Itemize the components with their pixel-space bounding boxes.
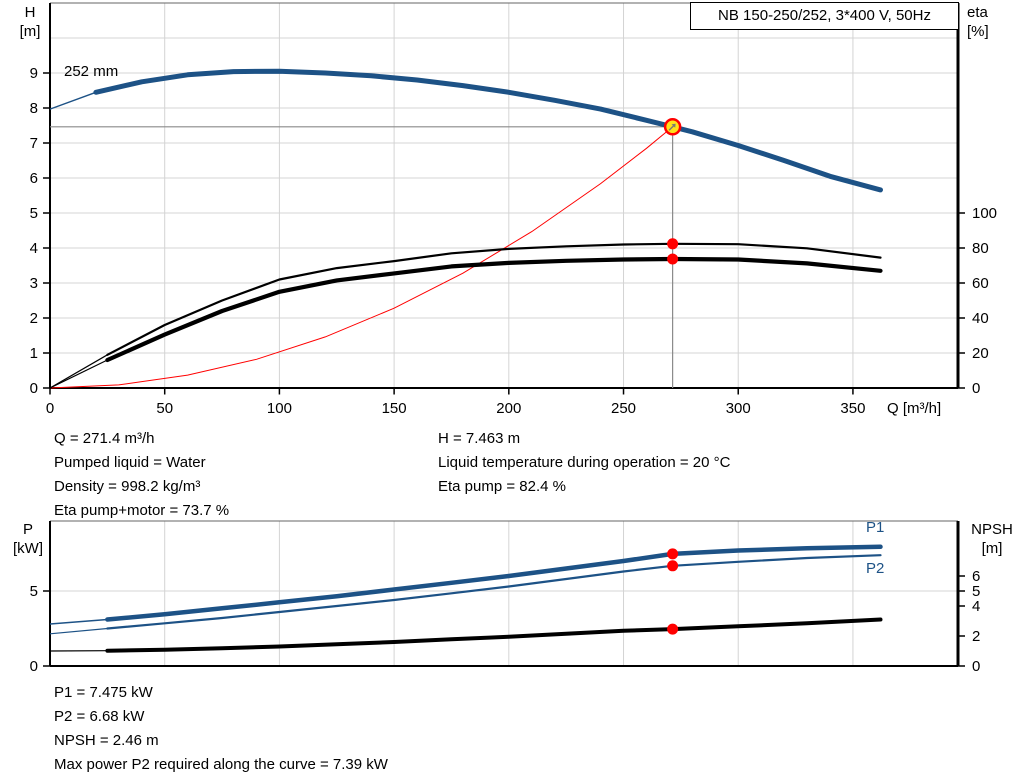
eta-axis-title: eta [%] xyxy=(967,3,1019,41)
tick-label-right: 80 xyxy=(972,240,989,257)
tick-label-right: 6 xyxy=(972,568,980,585)
power-readout-block: P1 = 7.475 kW P2 = 6.68 kW NPSH = 2.46 m… xyxy=(54,681,388,777)
tick-label-left: 6 xyxy=(30,170,38,187)
tick-label-left: 1 xyxy=(30,345,38,362)
tick-label-x: 250 xyxy=(611,400,636,417)
tick-label-x: 50 xyxy=(156,400,173,417)
readout-liquid-temperature: Liquid temperature during operation = 20… xyxy=(438,454,731,471)
tick-label-right: 20 xyxy=(972,345,989,362)
tick-label-right: 40 xyxy=(972,310,989,327)
tick-label-right: 0 xyxy=(972,380,980,397)
npsh-point xyxy=(667,623,679,635)
readout-npsh: NPSH = 2.46 m xyxy=(54,732,159,749)
eta-pump-motor-curve-lead xyxy=(49,359,108,389)
pump-type-label: NB 150-250/252, 3*400 V, 50Hz xyxy=(718,7,931,24)
tick-label-right: 100 xyxy=(972,205,997,222)
tick-label-left: 8 xyxy=(30,100,38,117)
readout-q: Q = 271.4 m³/h xyxy=(54,430,155,447)
tick-label-x: 100 xyxy=(267,400,292,417)
tick-label-left: 5 xyxy=(30,205,38,222)
duty-point-marker[interactable] xyxy=(663,118,682,136)
q-axis-title: Q [m³/h] xyxy=(887,400,942,417)
tick-label-left: 9 xyxy=(30,65,38,82)
head-252mm xyxy=(93,68,883,193)
tick-label-left: 5 xyxy=(30,583,38,600)
tick-label-right: 2 xyxy=(972,628,980,645)
tick-label-left: 0 xyxy=(30,658,38,675)
tick-label-left: 0 xyxy=(30,380,38,397)
p1-point xyxy=(667,548,679,560)
eta-pump-motor-point xyxy=(667,253,679,265)
tick-label-right: 5 xyxy=(972,583,980,600)
system-curve-lead xyxy=(49,126,673,389)
eta-pump-motor-curve xyxy=(105,256,883,363)
readout-max-power: Max power P2 required along the curve = … xyxy=(54,756,388,773)
p1-curve-label: P1 xyxy=(866,519,885,536)
npsh-axis-title-line1: NPSH xyxy=(971,521,1013,538)
tick-label-x: 350 xyxy=(840,400,865,417)
tick-label-x: 0 xyxy=(46,400,54,417)
duty-point-arrowhead-icon xyxy=(671,123,676,128)
tick-label-right: 0 xyxy=(972,658,980,675)
pump-type-box: NB 150-250/252, 3*400 V, 50Hz xyxy=(690,2,959,30)
p1-curve-lead xyxy=(49,618,108,625)
p2-point xyxy=(667,560,679,572)
p2-curve xyxy=(106,554,882,630)
npsh-axis-title-line2: [m] xyxy=(981,540,1003,557)
h-axis-title-line2: [m] xyxy=(19,23,41,40)
h-axis-title: H [m] xyxy=(10,3,50,41)
readout-p1: P1 = 7.475 kW xyxy=(54,684,153,701)
tick-label-left: 2 xyxy=(30,310,38,327)
tick-label-right: 60 xyxy=(972,275,989,292)
tick-label-left: 7 xyxy=(30,135,38,152)
p-axis-title-line2: [kW] xyxy=(13,540,43,557)
tick-label-right: 4 xyxy=(972,598,980,615)
tick-label-x: 150 xyxy=(382,400,407,417)
readout-density: Density = 998.2 kg/m³ xyxy=(54,478,201,495)
p-axis-title-line1: P xyxy=(22,521,33,538)
head-efficiency-chart: 0 1 2 3 4 5 6 7 8 9 0 20 40 60 80 100 0 50 100 150 200 250 300… xyxy=(30,2,997,417)
duty-readout-right: H = 7.463 m Liquid temperature during op… xyxy=(438,427,730,499)
tick-label-x: 200 xyxy=(496,400,521,417)
p2-curve-label: P2 xyxy=(866,560,885,577)
duty-readout-left: Q = 271.4 m³/h Pumped liquid = Water Den… xyxy=(54,427,229,523)
tick-label-left: 3 xyxy=(30,275,38,292)
tick-label-left: 4 xyxy=(30,240,38,257)
npsh-curve xyxy=(105,617,883,653)
readout-eta-pump-motor: Eta pump+motor = 73.7 % xyxy=(54,502,230,519)
readout-eta-pump: Eta pump = 82.4 % xyxy=(438,478,566,495)
p1-curve xyxy=(105,544,883,622)
eta-pump-curve xyxy=(106,242,882,356)
p-axis-title: P [kW] xyxy=(6,520,50,558)
head-252mm-lead xyxy=(49,91,97,110)
p2-curve-lead xyxy=(49,627,108,635)
readout-pumped-liquid: Pumped liquid = Water xyxy=(54,454,206,471)
eta-pump-point xyxy=(667,238,679,250)
eta-axis-title-line2: [%] xyxy=(967,23,989,40)
impeller-diameter-label: 252 mm xyxy=(64,63,119,80)
npsh-axis-title: NPSH [m] xyxy=(962,520,1022,558)
eta-axis-title-line1: eta xyxy=(967,4,988,21)
readout-h: H = 7.463 m xyxy=(438,430,521,447)
readout-p2: P2 = 6.68 kW xyxy=(54,708,145,725)
h-axis-title-line1: H xyxy=(24,4,36,21)
eta-pump-curve-lead xyxy=(49,354,108,389)
tick-label-x: 300 xyxy=(726,400,751,417)
